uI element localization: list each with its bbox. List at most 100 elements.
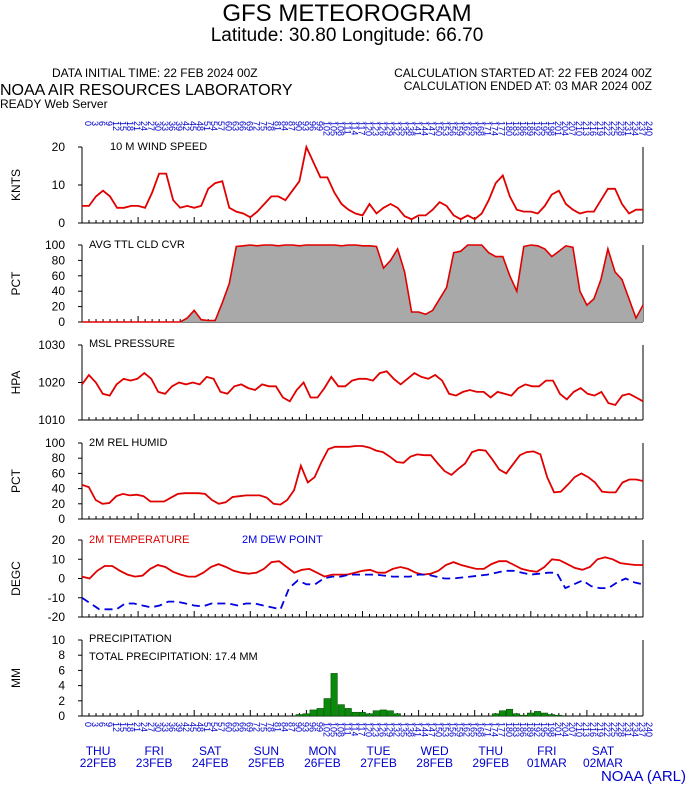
precip-bar bbox=[527, 712, 535, 717]
hour-label-top: 135 bbox=[399, 121, 409, 136]
precip-bar bbox=[351, 711, 359, 717]
hour-label-top: 105 bbox=[328, 121, 338, 136]
server-name: READY Web Server bbox=[0, 97, 108, 111]
precip-bar bbox=[344, 708, 352, 717]
y-axis-label: PCT bbox=[9, 271, 23, 296]
location-subtitle: Latitude: 30.80 Longitude: 66.70 bbox=[210, 25, 484, 46]
total-precipitation: TOTAL PRECIPITATION: 17.4 MM bbox=[89, 651, 258, 663]
hour-label-top: 12 bbox=[111, 121, 121, 131]
hour-label-top: 96 bbox=[307, 121, 317, 131]
hour-label-bottom: 237 bbox=[637, 722, 647, 737]
y-tick-label: 10 bbox=[52, 552, 66, 566]
date-label: 22FEB bbox=[80, 756, 117, 770]
hour-label-bottom: 51 bbox=[202, 722, 212, 732]
y-tick-label: 10 bbox=[52, 178, 66, 192]
hour-label-bottom: 99 bbox=[314, 722, 324, 732]
y-tick-label: 40 bbox=[52, 284, 66, 298]
day-label: SUN bbox=[254, 744, 279, 758]
hour-label-bottom: 78 bbox=[265, 722, 275, 732]
hour-label-bottom: 69 bbox=[244, 722, 254, 732]
hour-label-top: 78 bbox=[265, 121, 275, 131]
y-axis-label: PCT bbox=[9, 468, 23, 493]
y-tick-label: 20 bbox=[52, 533, 66, 547]
hour-label-top: 183 bbox=[511, 121, 521, 136]
calculation-ended: CALCULATION ENDED AT: 03 MAR 2024 00Z bbox=[403, 79, 652, 93]
precip-bar bbox=[498, 710, 506, 717]
hour-label-top: 60 bbox=[223, 121, 233, 131]
hour-label-top: 207 bbox=[567, 121, 577, 136]
y-tick-label: 1020 bbox=[38, 376, 65, 390]
y-tick-label: 60 bbox=[52, 466, 66, 480]
-m-dew-point-line bbox=[81, 569, 644, 611]
hour-label-top: 87 bbox=[286, 121, 296, 131]
hour-label-top: 93 bbox=[300, 121, 310, 131]
hour-label-top: 168 bbox=[476, 121, 486, 136]
hour-label-bottom: 210 bbox=[574, 722, 584, 737]
data-initial-time: DATA INITIAL TIME: 22 FEB 2024 00Z bbox=[52, 66, 258, 80]
precip-bar bbox=[520, 714, 528, 717]
panel-title: MSL PRESSURE bbox=[89, 338, 175, 350]
hour-label-top: 6 bbox=[97, 121, 107, 126]
hour-label-top: 222 bbox=[602, 121, 612, 136]
hour-label-top: 147 bbox=[427, 121, 437, 136]
precip-bar bbox=[491, 713, 499, 717]
precip-bar bbox=[548, 714, 556, 717]
hour-label-top: 75 bbox=[258, 121, 268, 131]
hour-label-bottom: 24 bbox=[139, 722, 149, 732]
hour-label-top: 231 bbox=[623, 121, 633, 136]
hour-label-bottom: 33 bbox=[160, 722, 170, 732]
hour-label-bottom: 39 bbox=[174, 722, 184, 732]
y-tick-label: 10 bbox=[52, 633, 66, 647]
hour-label-top: 228 bbox=[616, 121, 626, 136]
hour-label-top: 144 bbox=[420, 121, 430, 136]
day-label: MON bbox=[308, 744, 336, 758]
day-label: SAT bbox=[199, 744, 222, 758]
hour-label-top: 48 bbox=[195, 121, 205, 131]
hour-label-bottom: 57 bbox=[216, 722, 226, 732]
hour-label-top: 225 bbox=[609, 121, 619, 136]
hour-label-bottom: 126 bbox=[378, 722, 388, 737]
hour-label-top: 204 bbox=[560, 121, 570, 136]
hour-label-top: 177 bbox=[497, 121, 507, 136]
hour-label-top: 99 bbox=[314, 121, 324, 131]
hour-label-bottom: 153 bbox=[441, 722, 451, 737]
date-label: 01MAR bbox=[527, 756, 567, 770]
hour-label-top: 189 bbox=[525, 121, 535, 136]
cloud-cover-area bbox=[82, 245, 643, 322]
precip-bar bbox=[534, 711, 542, 717]
y-tick-label: 0 bbox=[58, 572, 65, 586]
hour-label-top: 141 bbox=[413, 121, 423, 136]
hour-label-bottom: 159 bbox=[455, 722, 465, 737]
y-tick-label: 80 bbox=[52, 253, 66, 267]
precip-bar bbox=[323, 698, 331, 717]
hour-label-top: 210 bbox=[574, 121, 584, 136]
hour-label-top: 72 bbox=[251, 121, 261, 131]
hour-label-top: 192 bbox=[532, 121, 542, 136]
legend-dew-point: 2M DEW POINT bbox=[242, 534, 323, 546]
hour-label-bottom: 27 bbox=[146, 722, 156, 732]
hour-label-top: 69 bbox=[244, 121, 254, 131]
hour-label-bottom: 9 bbox=[104, 722, 114, 727]
hour-label-bottom: 102 bbox=[321, 722, 331, 737]
hour-label-top: 24 bbox=[139, 121, 149, 131]
panel-title: PRECIPITATION bbox=[89, 633, 172, 645]
hour-label-bottom: 171 bbox=[483, 722, 493, 737]
series-line bbox=[82, 144, 643, 221]
hour-label-bottom: 45 bbox=[188, 722, 198, 732]
y-tick-label: 100 bbox=[45, 436, 65, 450]
hour-label-bottom: 162 bbox=[462, 722, 472, 737]
panel-2 bbox=[78, 344, 644, 421]
y-tick-label: 40 bbox=[52, 482, 66, 496]
hour-label-bottom: 129 bbox=[385, 722, 395, 737]
hour-label-top: 63 bbox=[230, 121, 240, 131]
hour-label-bottom: 87 bbox=[286, 722, 296, 732]
y-tick-label: 100 bbox=[45, 238, 65, 252]
day-label: THU bbox=[478, 744, 503, 758]
hour-label-bottom: 18 bbox=[125, 722, 135, 732]
panel-4 bbox=[78, 539, 644, 618]
hour-label-bottom: 201 bbox=[553, 722, 563, 737]
day-label: WED bbox=[421, 744, 449, 758]
hour-label-bottom: 60 bbox=[223, 722, 233, 732]
lab-name: NOAA AIR RESOURCES LABORATORY bbox=[0, 82, 293, 99]
hour-label-bottom: 213 bbox=[581, 722, 591, 737]
